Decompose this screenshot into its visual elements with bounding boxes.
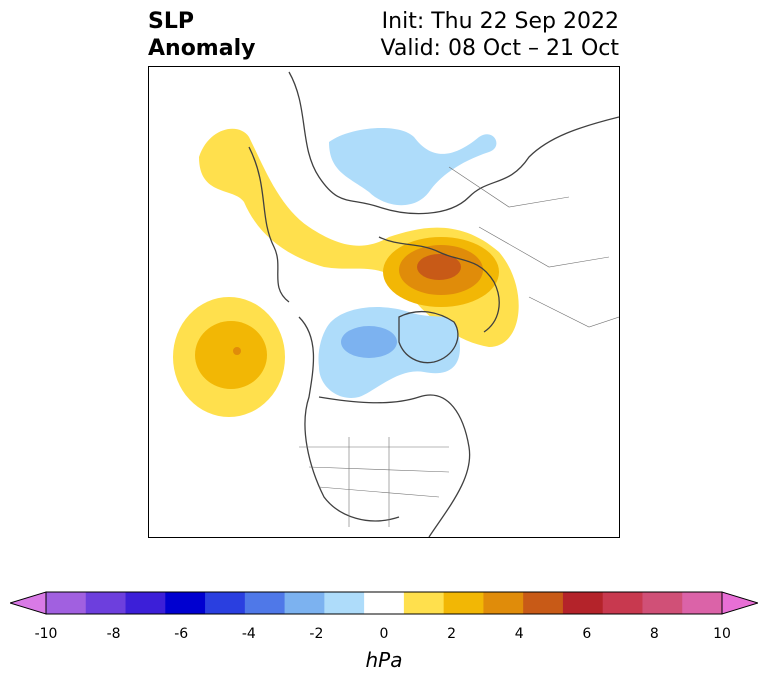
colorbar-tick-label: 2 — [447, 626, 457, 642]
colorbar-segment — [165, 592, 206, 614]
colorbar-segment — [244, 592, 286, 614]
colorbar-tick-label: 6 — [582, 626, 592, 642]
colorbar-tick-label: -2 — [309, 626, 324, 642]
colorbar-tick-label: -4 — [241, 626, 256, 642]
border-lines — [299, 166, 619, 527]
gulf-of-alaska-positive-anomaly — [173, 297, 285, 417]
colorbar-segment — [205, 592, 246, 614]
colorbar-segment — [682, 592, 723, 614]
colorbar-segment — [602, 592, 643, 614]
barents-kara-positive-anomaly — [383, 237, 499, 307]
coastline-layer — [248, 71, 619, 537]
title-variable-line2: Anomaly — [148, 36, 256, 61]
colorbar-unit-label: hPa — [365, 648, 403, 672]
colorbar-segment — [125, 592, 166, 614]
siberia-negative-anomaly — [329, 127, 497, 206]
init-date-label: Init: Thu 22 Sep 2022 — [381, 9, 619, 34]
colorbar-tick-label: -10 — [34, 626, 58, 642]
title-variable-line1: SLP — [148, 9, 194, 34]
colorbar-tick-label: 4 — [514, 626, 524, 642]
map-title-variable: SLP Anomaly — [148, 8, 255, 62]
anomaly-map-svg — [173, 71, 619, 537]
colorbar-segment — [284, 592, 325, 614]
colorbar-tick-label: -8 — [106, 626, 121, 642]
colorbar-segment — [642, 592, 683, 614]
colorbar-segment — [562, 592, 604, 614]
map-title-dates: Init: Thu 22 Sep 2022 Valid: 08 Oct – 21… — [381, 8, 619, 62]
valid-date-label: Valid: 08 Oct – 21 Oct — [380, 36, 619, 61]
polar-map-panel — [148, 66, 620, 538]
colorbar-segment — [403, 592, 445, 614]
colorbar-segment — [85, 592, 127, 614]
colorbar-segment — [364, 592, 405, 614]
colorbar-extend-min — [10, 591, 47, 615]
colorbar-tick-label: 10 — [713, 626, 731, 642]
colorbar-segment — [483, 592, 524, 614]
colorbar-segment — [443, 592, 484, 614]
colorbar-segment — [324, 592, 365, 614]
colorbar-segment — [46, 592, 87, 614]
colorbar-tick-label: 0 — [379, 626, 389, 642]
colorbar-tick-label: -6 — [174, 626, 189, 642]
colorbar-tick-label: 8 — [649, 626, 659, 642]
colorbar — [10, 591, 758, 615]
colorbar-extend-max — [721, 591, 758, 615]
canadian-arctic-negative-anomaly — [318, 307, 460, 398]
colorbar-segment — [523, 592, 564, 614]
colorbar-outline — [45, 591, 723, 615]
